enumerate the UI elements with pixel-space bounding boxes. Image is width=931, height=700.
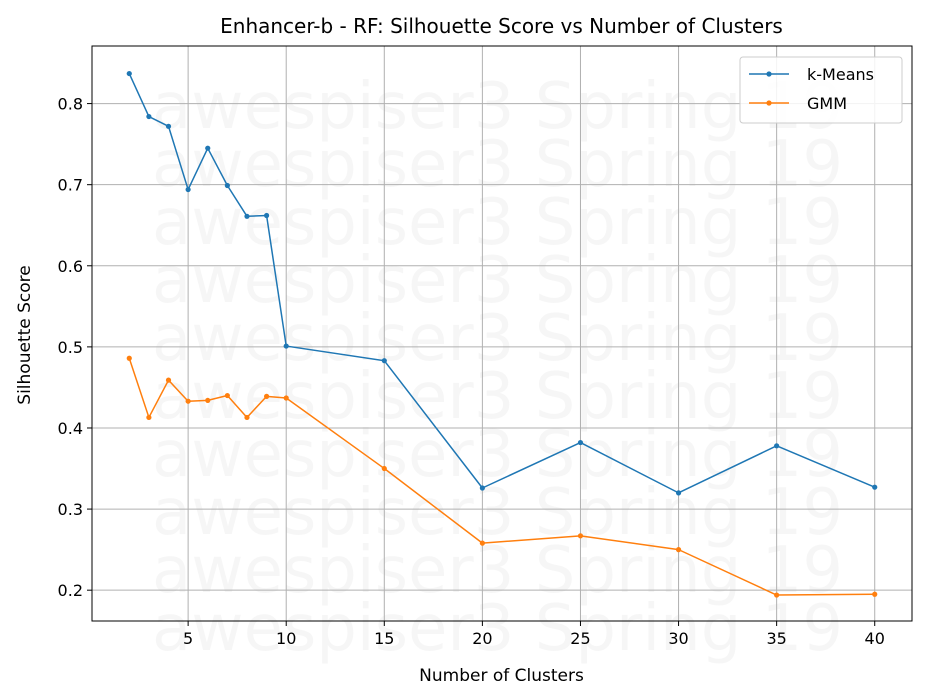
y-axis-ticks: 0.2 0.3 0.4 0.5 0.6 0.7 0.8 [58, 95, 92, 600]
data-point-k-means [146, 113, 152, 120]
x-axis-label: Number of Clusters [419, 666, 584, 686]
x-tick-label: 40 [865, 629, 885, 648]
x-tick-label: 25 [570, 629, 590, 648]
data-point-gmm [224, 392, 230, 399]
series-layer [126, 70, 878, 598]
data-point-gmm [205, 397, 211, 404]
data-point-k-means [381, 358, 387, 364]
data-point-gmm [283, 395, 289, 401]
data-point-k-means [577, 439, 584, 446]
x-tick-label: 10 [276, 629, 296, 648]
data-point-gmm [381, 465, 387, 472]
data-point-k-means [244, 213, 250, 219]
y-axis-label: Silhouette Score [15, 265, 35, 404]
data-point-gmm [165, 377, 172, 383]
data-point-k-means [263, 212, 270, 219]
data-point-k-means [224, 182, 230, 189]
series-k-means [126, 70, 878, 496]
data-point-gmm [126, 355, 132, 361]
x-tick-label: 5 [183, 629, 193, 648]
legend-swatch-marker [766, 71, 772, 77]
data-point-gmm [263, 393, 270, 399]
x-tick-label: 20 [472, 629, 492, 648]
y-tick-label: 0.5 [58, 338, 83, 357]
data-point-k-means [126, 70, 132, 77]
data-point-gmm [146, 414, 152, 421]
grid [92, 46, 912, 621]
y-tick-label: 0.7 [58, 176, 83, 195]
y-tick-label: 0.6 [58, 257, 83, 276]
data-point-k-means [675, 490, 682, 496]
data-point-gmm [872, 591, 878, 597]
data-point-gmm [675, 547, 682, 553]
legend-item: k-Means [749, 65, 874, 84]
legend: k-Means GMM [739, 56, 903, 124]
y-tick-label: 0.2 [58, 581, 83, 600]
x-axis-ticks: 5 10 15 20 25 30 35 40 [183, 621, 885, 648]
y-tick-label: 0.3 [58, 500, 83, 519]
data-point-gmm [244, 414, 250, 421]
data-point-k-means [165, 123, 172, 129]
data-point-k-means [479, 485, 485, 491]
plot-frame [91, 45, 913, 622]
watermark-line: awespiser3 Spring 19 [152, 592, 843, 666]
data-point-gmm [577, 533, 584, 539]
x-tick-label: 30 [668, 629, 688, 648]
legend-label: k-Means [807, 65, 874, 84]
x-tick-label: 15 [374, 629, 394, 648]
legend-item: GMM [749, 94, 847, 113]
y-tick-label: 0.8 [58, 95, 83, 114]
data-point-gmm [185, 398, 191, 404]
data-point-k-means [283, 343, 289, 349]
legend-label: GMM [807, 94, 847, 113]
data-point-gmm [774, 592, 780, 598]
x-tick-label: 35 [766, 629, 786, 648]
data-point-k-means [872, 484, 878, 490]
data-point-gmm [479, 540, 485, 546]
data-point-k-means [205, 145, 211, 151]
data-point-k-means [774, 443, 780, 449]
y-tick-label: 0.4 [58, 419, 83, 438]
data-point-k-means [185, 186, 191, 193]
series-gmm [126, 355, 878, 598]
legend-swatch-marker [766, 100, 772, 106]
chart-title: Enhancer-b - RF: Silhouette Score vs Num… [220, 14, 783, 38]
